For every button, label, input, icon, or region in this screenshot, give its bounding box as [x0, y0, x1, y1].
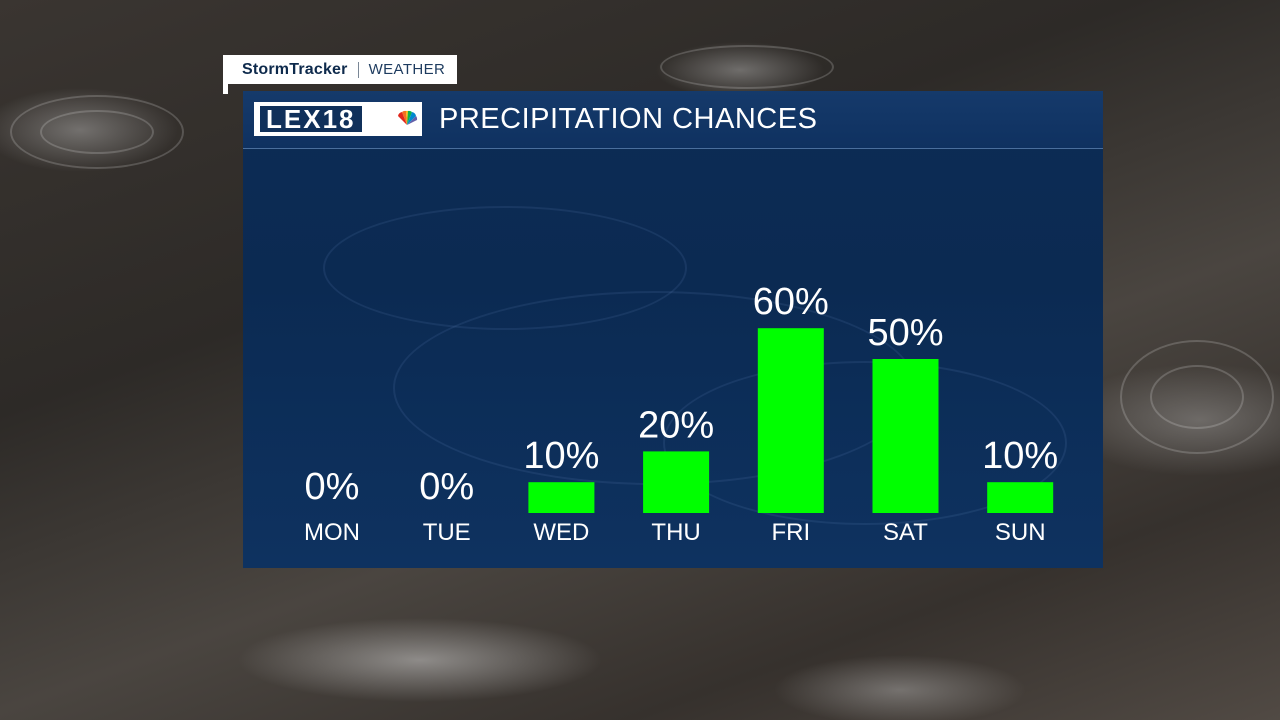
- rain-ripple: [1120, 340, 1274, 454]
- rain-ripple: [1150, 365, 1244, 429]
- day-label-thu: THU: [651, 519, 700, 546]
- day-label-sat: SAT: [883, 519, 928, 546]
- peacock-icon: [398, 110, 418, 125]
- precip-chart: 0% MON 0% TUE 10% WED 20% THU 60% FRI 50% SAT 10% SUN: [304, 281, 1058, 546]
- bar-sun: [987, 482, 1054, 513]
- day-label-wed: WED: [533, 519, 589, 546]
- station-logo-text: LEX18: [260, 106, 362, 132]
- rain-ripple: [10, 95, 184, 169]
- rain-ripple: [40, 110, 154, 154]
- brand-name: StormTracker: [242, 60, 348, 78]
- value-label-mon: 0%: [305, 466, 360, 508]
- day-label-fri: FRI: [771, 519, 810, 546]
- value-label-sun: 10%: [982, 435, 1058, 477]
- value-label-tue: 0%: [419, 466, 474, 508]
- station-logo: LEX18: [254, 102, 422, 136]
- value-label-fri: 60%: [753, 281, 829, 323]
- value-label-sat: 50%: [867, 312, 943, 354]
- bar-fri: [757, 328, 824, 513]
- panel-title: PRECIPITATION CHANCES: [439, 103, 818, 135]
- bar-sat: [872, 359, 939, 513]
- day-label-mon: MON: [304, 519, 360, 546]
- value-label-thu: 20%: [638, 404, 714, 446]
- rain-ripple: [660, 45, 834, 89]
- brand-divider: [357, 61, 359, 78]
- water-ripple: [663, 361, 1067, 525]
- bar-wed: [528, 482, 595, 513]
- precip-panel: LEX18 PRECIPITATION CHANCES 0% MON 0% TUE 10…: [243, 91, 1103, 568]
- brand-tag: StormTracker WEATHER: [223, 55, 458, 94]
- day-label-tue: TUE: [423, 519, 471, 546]
- panel-header: LEX18 PRECIPITATION CHANCES: [243, 91, 1103, 149]
- day-label-sun: SUN: [995, 519, 1046, 546]
- brand-section: WEATHER: [368, 61, 446, 78]
- value-label-wed: 10%: [523, 435, 599, 477]
- bar-thu: [643, 451, 710, 513]
